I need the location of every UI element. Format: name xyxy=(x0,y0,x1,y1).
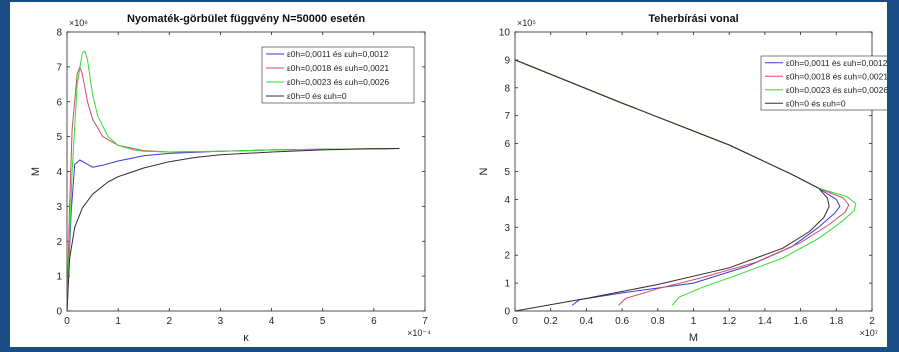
y-tick-label: 3 xyxy=(56,202,62,213)
x-tick-label: 0.4 xyxy=(579,316,593,327)
legend-entry: ε0h=0,0011 és εuh=0,0012 xyxy=(786,58,887,68)
legend-entry: ε0h=0,0023 és εuh=0,0026 xyxy=(287,77,389,87)
legend-entry: ε0h=0,0018 és εuh=0,0021 xyxy=(786,71,887,81)
y-exponent-label: ×10⁶ xyxy=(69,18,88,28)
x-tick-label: 0 xyxy=(512,316,518,327)
x-tick-label: 1.4 xyxy=(758,316,772,327)
series-line-4 xyxy=(66,148,400,312)
y-tick-label: 0 xyxy=(56,307,62,318)
x-tick-label: 1 xyxy=(691,316,697,327)
chart-title: Teherbírási vonal xyxy=(648,13,738,25)
legend-entry: ε0h=0,0018 és εuh=0,0021 xyxy=(287,63,389,73)
x-axis-label: κ xyxy=(243,332,249,344)
chart-title: Nyomaték-görbület függvény N=50000 eseté… xyxy=(127,13,365,25)
legend-box xyxy=(261,46,415,104)
legend-entry: ε0h=0 és εuh=0 xyxy=(786,98,846,108)
x-tick-label: 0.6 xyxy=(615,316,629,327)
x-tick-label: 0.8 xyxy=(651,316,665,327)
y-tick-label: 10 xyxy=(499,28,511,39)
y-tick-label: 3 xyxy=(504,223,510,234)
legend-box xyxy=(760,55,895,111)
y-tick-label: 5 xyxy=(504,167,510,178)
y-axis-label: M xyxy=(30,167,42,176)
x-tick-label: 5 xyxy=(320,316,326,327)
x-exponent-label: ×10⁷ xyxy=(859,328,878,338)
x-tick-label: 1.8 xyxy=(829,316,843,327)
y-tick-label: 8 xyxy=(56,28,62,39)
x-tick-label: 2 xyxy=(167,316,173,327)
y-tick-label: 9 xyxy=(504,55,510,66)
legend: ε0h=0,0011 és εuh=0,0012 ε0h=0,0018 és εu… xyxy=(261,46,415,104)
chart-2: 0 0.2 0.4 0.6 0.8 1 1.2 1.4 1.6 1.8 2 0 1 2 3 4 5 6 7 8 9 10 ×… xyxy=(478,13,895,344)
y-tick-label: 2 xyxy=(56,237,62,248)
y-tick-label: 8 xyxy=(504,83,510,94)
chart-1: 0 1 2 3 4 5 6 7 0 1 2 3 4 5 6 7 8 ×10⁶ ×10⁻⁴ Nyomaték-görbü… xyxy=(30,13,431,344)
y-tick-label: 5 xyxy=(56,132,62,143)
y-tick-label: 7 xyxy=(504,111,510,122)
x-tick-label: 1 xyxy=(115,316,121,327)
x-tick-label: 1.2 xyxy=(722,316,736,327)
y-tick-label: 1 xyxy=(56,272,62,283)
x-tick-label: 0.2 xyxy=(544,316,558,327)
legend-entry: ε0h=0,0023 és εuh=0,0026 xyxy=(786,85,887,95)
y-tick-label: 0 xyxy=(504,307,510,318)
series-line-3 xyxy=(66,50,400,312)
x-axis-label: M xyxy=(689,332,698,344)
x-tick-label: 3 xyxy=(218,316,224,327)
y-tick-label: 1 xyxy=(504,279,510,290)
legend-entry: ε0h=0 és εuh=0 xyxy=(287,91,347,101)
x-tick-label: 0 xyxy=(64,316,70,327)
x-exponent-label: ×10⁻⁴ xyxy=(407,328,431,338)
series-line-4 xyxy=(514,59,830,312)
x-tick-label: 2 xyxy=(869,316,875,327)
x-tick-label: 1.6 xyxy=(794,316,808,327)
x-tick-label: 7 xyxy=(422,316,428,327)
y-tick-label: 2 xyxy=(504,251,510,262)
y-tick-label: 6 xyxy=(504,139,510,150)
y-tick-label: 4 xyxy=(504,195,510,206)
figure-svg: 0 1 2 3 4 5 6 7 0 1 2 3 4 5 6 7 8 ×10⁶ ×10⁻⁴ Nyomaték-görbü… xyxy=(30,13,895,344)
legend-entry: ε0h=0,0011 és εuh=0,0012 xyxy=(287,49,389,59)
y-tick-label: 4 xyxy=(56,167,62,178)
y-axis-label: N xyxy=(478,167,490,175)
x-tick-label: 6 xyxy=(371,316,377,327)
y-tick-label: 7 xyxy=(56,62,62,73)
x-tick-label: 4 xyxy=(269,316,275,327)
figure-canvas: 0 1 2 3 4 5 6 7 0 1 2 3 4 5 6 7 8 ×10⁶ ×10⁻⁴ Nyomaték-görbü… xyxy=(10,2,895,347)
y-exponent-label: ×10⁵ xyxy=(517,18,536,28)
y-tick-label: 6 xyxy=(56,97,62,108)
legend: ε0h=0,0011 és εuh=0,0012 ε0h=0,0018 és εu… xyxy=(760,55,895,111)
